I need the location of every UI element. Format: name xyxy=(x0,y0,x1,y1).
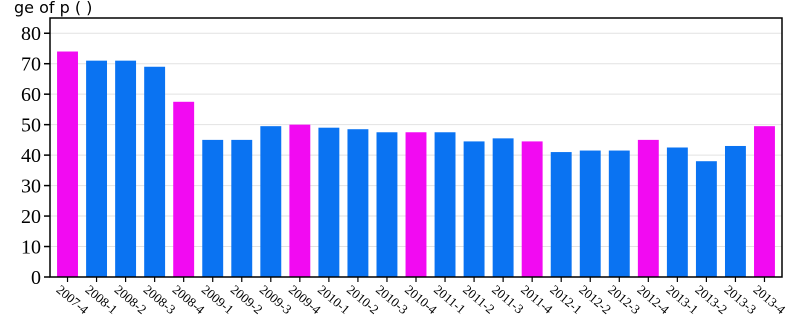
x-tick-label: 2013-1 xyxy=(663,282,701,317)
x-tick-label: 2011-2 xyxy=(460,282,497,317)
bar-2009-2 xyxy=(231,139,253,277)
x-tick-label: 2010-3 xyxy=(373,282,411,317)
x-tick-label: 2008-2 xyxy=(112,282,150,317)
x-tick-label: 2009-1 xyxy=(199,282,237,317)
bar-2007-4 xyxy=(57,51,78,278)
x-tick-label: 2008-3 xyxy=(141,282,179,317)
bar-2010-1 xyxy=(318,127,340,277)
bar-2011-1 xyxy=(434,132,456,277)
x-tick-label: 2013-4 xyxy=(751,282,789,317)
y-tick-label: 80 xyxy=(21,23,41,45)
bar-2008-1 xyxy=(86,60,108,277)
bar-2013-3 xyxy=(724,145,746,277)
y-tick-label: 20 xyxy=(21,206,41,228)
x-tick-label: 2013-3 xyxy=(722,282,760,317)
bar-2010-2 xyxy=(347,129,369,277)
y-tick-label: 50 xyxy=(21,115,41,137)
bar-2009-3 xyxy=(260,126,282,277)
x-tick-label: 2011-1 xyxy=(431,282,468,317)
bar-2012-2 xyxy=(579,150,601,277)
x-tick-label: 2010-1 xyxy=(315,282,353,317)
x-tick-label: 2009-3 xyxy=(257,282,295,317)
bar-2010-4 xyxy=(405,132,427,277)
y-axis: 0 10 20 30 40 50 60 70 80 xyxy=(21,23,50,289)
bar-2008-2 xyxy=(115,60,137,277)
x-tick-label: 2013-2 xyxy=(692,282,730,317)
x-tick-label: 2012-3 xyxy=(605,282,643,317)
bar-2013-4 xyxy=(754,126,775,277)
chart-title: ge of p ( ) xyxy=(14,0,92,17)
bar-2012-1 xyxy=(550,152,572,277)
x-tick-label: 2010-4 xyxy=(402,282,440,317)
y-tick-label: 40 xyxy=(21,145,41,167)
bar-2011-2 xyxy=(463,141,485,277)
y-tick-label: 70 xyxy=(21,54,41,76)
y-tick-label: 0 xyxy=(31,267,41,289)
bar-2012-3 xyxy=(608,150,630,277)
bar-2011-3 xyxy=(492,138,514,277)
x-tick-label: 2012-1 xyxy=(547,282,585,317)
bar-2012-4 xyxy=(637,139,659,277)
x-tick-label: 2008-4 xyxy=(170,282,208,317)
y-tick-label: 10 xyxy=(21,237,41,259)
x-tick-label: 2010-2 xyxy=(344,282,382,317)
y-tick-label: 30 xyxy=(21,176,41,198)
x-tick-label: 2007-4 xyxy=(54,282,92,317)
x-axis: 2007-42008-12008-22008-32008-42009-12009… xyxy=(54,277,789,317)
bar-2008-4 xyxy=(173,101,195,277)
x-tick-label: 2009-2 xyxy=(228,282,266,317)
x-tick-label: 2008-1 xyxy=(83,282,121,317)
bar-2009-4 xyxy=(289,124,311,277)
bar-2013-1 xyxy=(666,147,688,277)
bar-2010-3 xyxy=(376,132,398,277)
bar-2009-1 xyxy=(202,139,224,277)
x-tick-label: 2009-4 xyxy=(286,282,324,317)
x-tick-label: 2012-4 xyxy=(634,282,672,317)
bars xyxy=(57,51,775,278)
x-tick-label: 2011-4 xyxy=(518,282,556,317)
y-tick-label: 60 xyxy=(21,84,41,106)
bar-2011-4 xyxy=(521,141,543,277)
x-tick-label: 2012-2 xyxy=(576,282,614,317)
bar-2013-2 xyxy=(695,161,717,277)
x-tick-label: 2011-3 xyxy=(489,282,526,317)
bar-2008-3 xyxy=(144,66,166,278)
